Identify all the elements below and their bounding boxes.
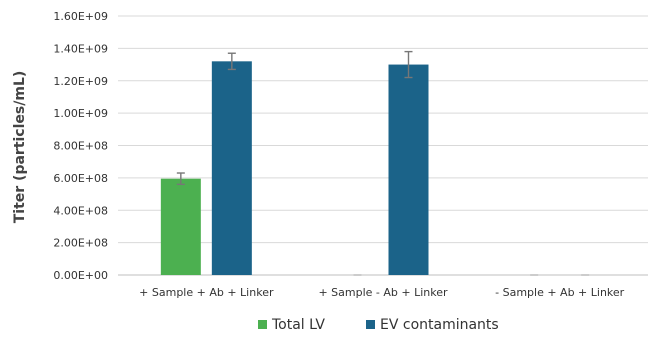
y-axis-label: Titer (particles/mL)	[12, 71, 28, 224]
y-tick-label: 1.60E+09	[53, 10, 108, 23]
legend-label: Total LV	[271, 317, 325, 333]
y-tick-label: 8.00E+08	[53, 140, 108, 153]
legend: Total LV EV contaminants	[258, 317, 499, 333]
legend-swatch	[366, 320, 375, 329]
bars	[160, 50, 590, 276]
bar	[388, 64, 429, 275]
y-tick-label: 6.00E+08	[53, 172, 108, 185]
y-tick-label: 2.00E+08	[53, 237, 108, 250]
y-tick-label: 1.40E+09	[53, 42, 108, 55]
x-tick-label: + Sample + Ab + Linker	[139, 286, 274, 299]
bar	[160, 178, 201, 275]
x-axis-ticks: + Sample + Ab + Linker + Sample - Ab + Li…	[139, 286, 624, 299]
x-tick-label: + Sample - Ab + Linker	[318, 286, 448, 299]
y-tick-label: 0.00E+00	[53, 269, 108, 282]
legend-swatch	[258, 320, 267, 329]
legend-label: EV contaminants	[380, 317, 499, 333]
y-tick-label: 1.00E+09	[53, 107, 108, 120]
y-tick-label: 4.00E+08	[53, 204, 108, 217]
bar	[211, 61, 252, 276]
x-tick-label: - Sample + Ab + Linker	[495, 286, 625, 299]
y-axis-ticks: 0.00E+00 2.00E+08 4.00E+08 6.00E+08 8.00E+08…	[53, 10, 108, 282]
y-tick-label: 1.20E+09	[53, 75, 108, 88]
gridlines	[118, 15, 648, 276]
